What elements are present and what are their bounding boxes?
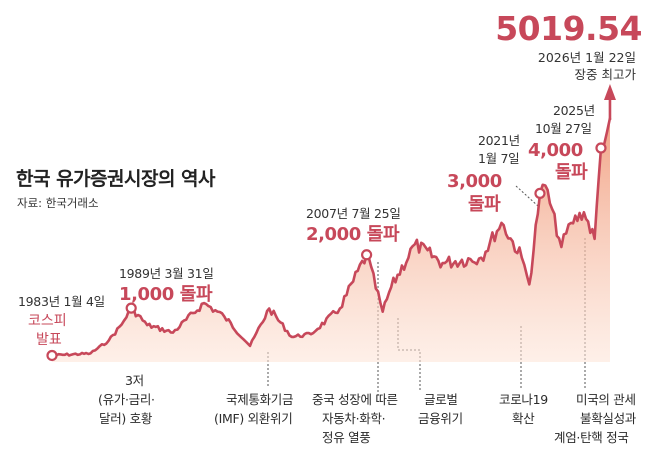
marker-1989: [125, 302, 137, 314]
event-1983-label-2: 발표: [36, 332, 62, 348]
note-6-line-1: 미국의 관세: [576, 392, 636, 407]
note-6-line-2: 불확실성과: [580, 411, 637, 426]
event-2025-date-year: 2025년: [553, 103, 595, 118]
event-2025-label-1: 4,000: [528, 140, 583, 161]
event-1983-date: 1983년 1월 4일: [18, 294, 105, 309]
event-1989-label: 1,000 돌파: [119, 284, 213, 305]
note-1-line-2: (유가·금리·: [98, 392, 155, 407]
note-4-line-1: 글로벌: [424, 392, 458, 407]
event-1989-date: 1989년 3월 31일: [119, 266, 214, 281]
marker-1983: [46, 349, 58, 362]
event-2007-date: 2007년 7월 25일: [306, 206, 401, 221]
peak-date: 2026년 1월 22일: [537, 50, 636, 65]
chart-source: 자료: 한국거래소: [17, 196, 99, 210]
note-3-line-2: 자동차·화학·: [322, 411, 386, 426]
event-2025-date-day: 10월 27일: [535, 121, 592, 136]
note-5-line-2: 확산: [512, 411, 535, 426]
connector-2021: [515, 185, 539, 207]
note-2-line-1: 국제통화기금: [226, 392, 294, 407]
note-1-line-1: 3저: [125, 373, 144, 388]
note-6-line-3: 계엄·탄핵 정국: [554, 430, 629, 445]
event-2021-label-2: 돌파: [468, 194, 501, 215]
event-2021-date-day: 1월 7일: [478, 151, 520, 166]
note-1-line-3: 달러) 호황: [99, 411, 153, 426]
marker-2007: [361, 249, 373, 261]
note-3-line-3: 정유 열풍: [322, 430, 371, 445]
note-5-line-1: 코로나19: [499, 392, 548, 407]
peak-label: 장중 최고가: [574, 67, 636, 82]
marker-2025: [595, 142, 607, 154]
kospi-area: [52, 118, 610, 362]
kospi-line: [51, 117, 612, 357]
chart-title: 한국 유가증권시장의 역사: [16, 168, 216, 190]
event-1983-label-1: 코스피: [28, 313, 67, 329]
event-2007-label: 2,000 돌파: [306, 224, 400, 245]
peak-arrow-icon: [603, 84, 616, 120]
note-3-line-1: 중국 성장에 따른: [312, 392, 398, 407]
event-2025-label-2: 돌파: [555, 162, 588, 183]
peak-value: 5019.54: [495, 9, 642, 48]
note-4-line-2: 금융위기: [418, 411, 463, 426]
event-2021-date-year: 2021년: [478, 133, 520, 148]
note-2-line-2: (IMF) 외환위기: [214, 411, 293, 426]
event-2021-label-1: 3,000: [447, 171, 502, 192]
marker-2021: [534, 187, 546, 199]
